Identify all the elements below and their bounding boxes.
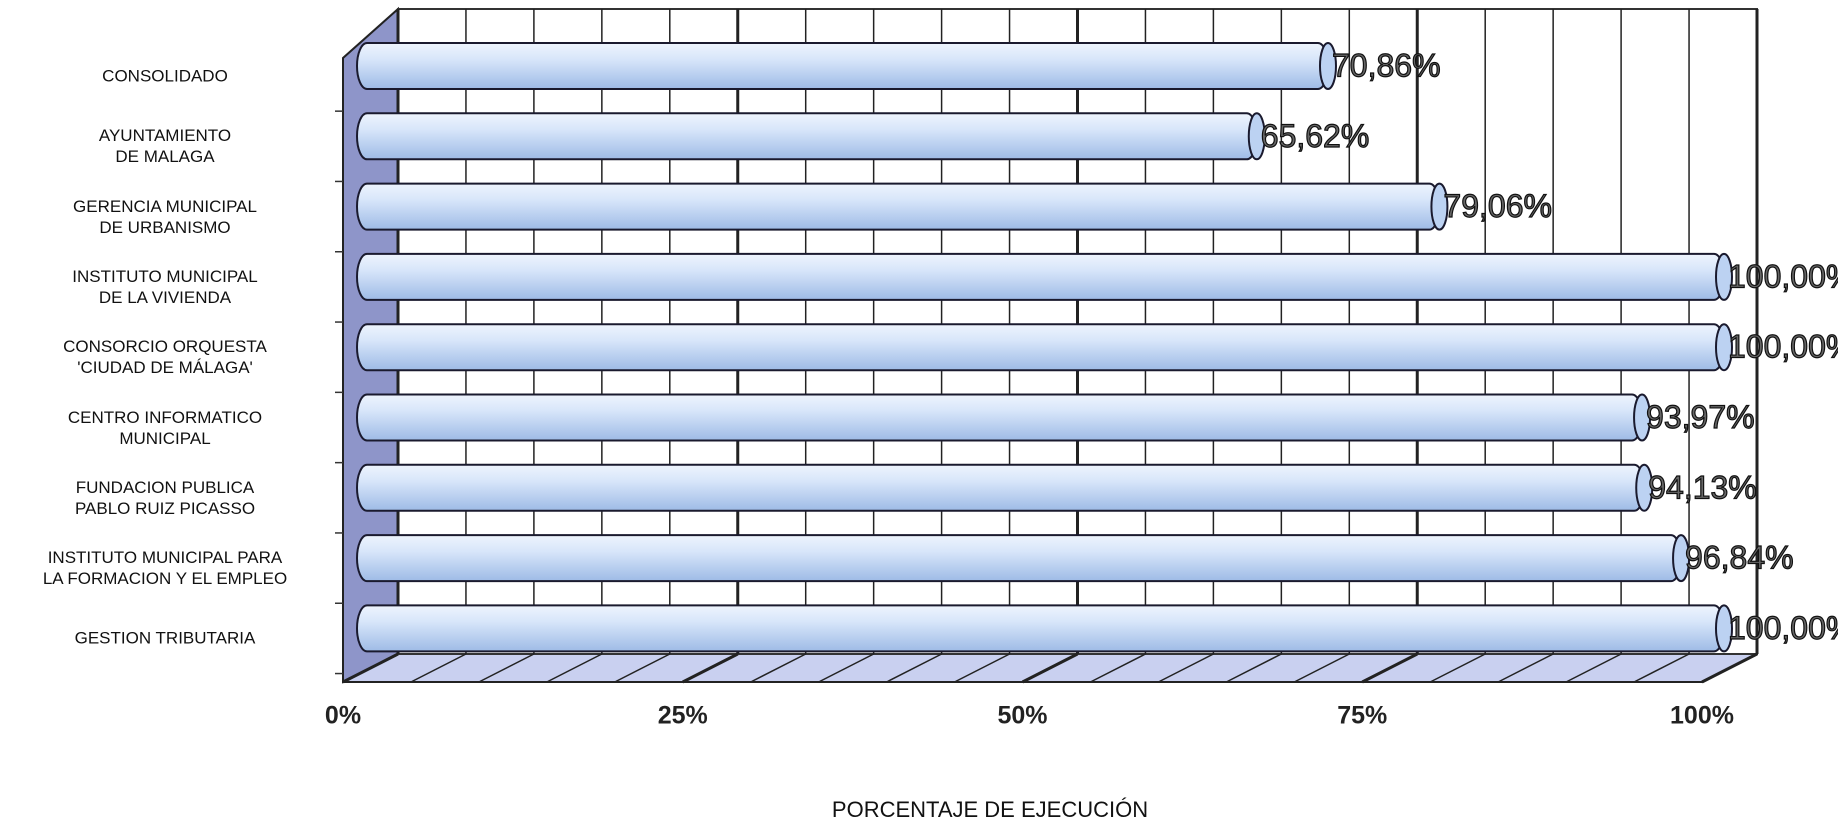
y-tick-label: CENTRO INFORMATICO MUNICIPAL: [67, 407, 263, 448]
floor-grid-line: [1633, 653, 1690, 683]
x-tick-label: 75%: [1337, 702, 1387, 730]
floor-grid-line: [614, 653, 671, 683]
bar: [356, 323, 1725, 372]
x-tick-label: 50%: [997, 702, 1047, 730]
floor-grid-line: [1565, 653, 1622, 683]
floor-grid-line: [1226, 653, 1282, 683]
bar: [356, 42, 1329, 90]
value-label: 79,06%: [1443, 188, 1552, 224]
value-label: 93,97%: [1646, 399, 1755, 435]
y-tick-label: GESTION TRIBUTARIA: [74, 628, 256, 648]
floor-grid-line: [410, 653, 467, 683]
x-tick-label: 100%: [1670, 702, 1734, 730]
floor-grid-line: [682, 652, 739, 684]
bar-cap: [1715, 604, 1733, 653]
bar-cap: [1672, 534, 1691, 583]
bar-cap: [1318, 42, 1337, 90]
floor-grid-line: [1497, 653, 1554, 683]
x-axis-title: PORCENTAJE DE EJECUCIÓN: [832, 797, 1148, 822]
value-label: 96,84%: [1685, 540, 1794, 576]
floor-grid-line: [342, 652, 399, 684]
floor-grid-line: [886, 653, 942, 683]
bar-cap: [1430, 182, 1449, 231]
bar: [356, 393, 1644, 442]
floor-grid-line: [954, 653, 1010, 683]
bar-cap: [1633, 393, 1652, 442]
floor-grid-line: [1090, 653, 1146, 683]
value-label: 100,00%: [1728, 610, 1838, 646]
bar-cap: [1635, 463, 1654, 512]
bar-cap: [1715, 323, 1733, 372]
bar: [356, 463, 1646, 512]
bar-cap: [1715, 252, 1733, 301]
x-tick-label: 0%: [325, 702, 361, 730]
bar: [356, 604, 1725, 653]
value-label: 100,00%: [1728, 258, 1838, 294]
floor-grid-line: [1429, 653, 1486, 683]
y-tick-label: INSTITUTO MUNICIPAL DE LA VIVIENDA: [72, 266, 258, 307]
y-tick-label: AYUNTAMIENTO DE MALAGA: [98, 126, 232, 167]
floor-grid-line: [818, 653, 874, 683]
floor-grid-line: [478, 653, 535, 683]
y-tick-label: GERENCIA MUNICIPAL DE URBANISMO: [73, 196, 257, 237]
floor-grid-line: [1361, 652, 1418, 684]
value-label: 100,00%: [1728, 329, 1838, 365]
y-tick-label: CONSORCIO ORQUESTA 'CIUDAD DE MÁLAGA': [63, 337, 267, 378]
value-label: 65,62%: [1261, 118, 1370, 154]
y-tick-label: INSTITUTO MUNICIPAL PARA LA FORMACION Y …: [42, 548, 288, 589]
y-tick-label: CONSOLIDADO: [102, 66, 228, 86]
floor-grid-line: [1293, 653, 1350, 683]
floor-grid-line: [1158, 653, 1214, 683]
value-label: 70,86%: [1332, 47, 1441, 83]
floor-grid-line: [750, 653, 807, 683]
floor-grid-line: [546, 653, 603, 683]
bar: [356, 534, 1683, 583]
bar: [356, 252, 1725, 301]
floor-grid-line: [1021, 652, 1079, 684]
bar: [356, 112, 1258, 161]
value-label: 94,13%: [1648, 469, 1757, 505]
floor-grid-line: [1701, 652, 1758, 684]
bar: [356, 182, 1441, 231]
y-tick-label: FUNDACION PUBLICA PABLO RUIZ PICASSO: [74, 477, 256, 518]
bar-cap: [1247, 112, 1266, 161]
x-tick-label: 25%: [658, 702, 708, 730]
